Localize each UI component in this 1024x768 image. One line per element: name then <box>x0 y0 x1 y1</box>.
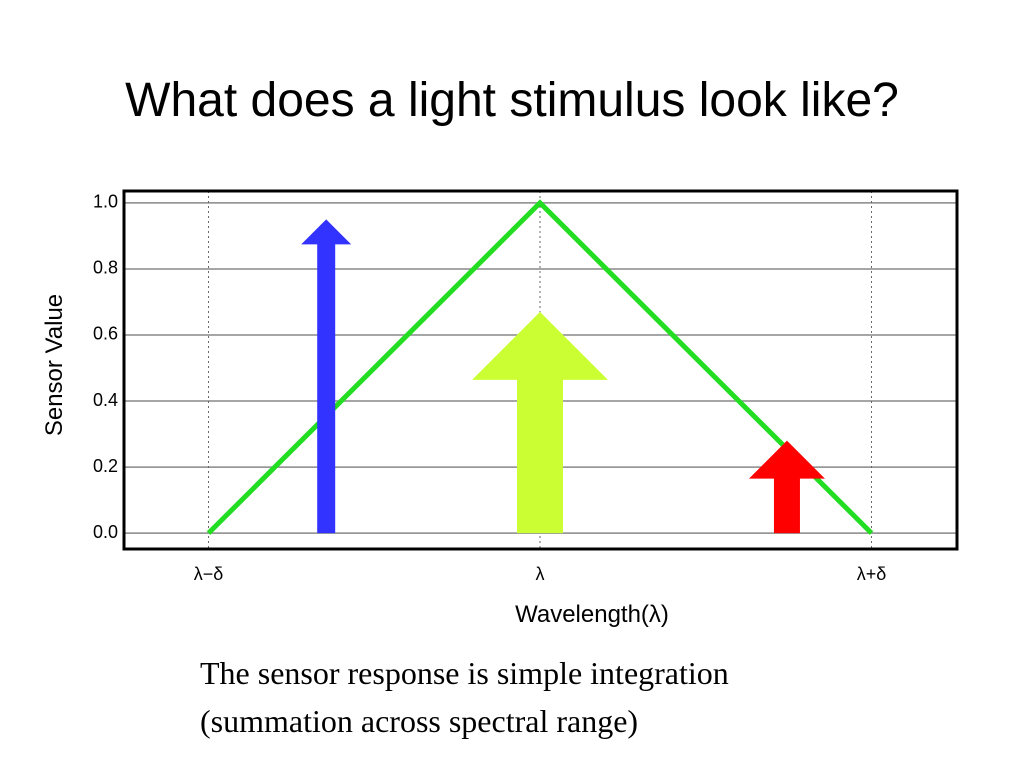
caption: (summation across spectral range) <box>200 703 638 739</box>
y-tick-label: 0.4 <box>93 390 118 410</box>
plot-frame <box>122 189 959 551</box>
stimulus-arrow <box>472 311 609 534</box>
slide-title: What does a light stimulus look like? <box>125 74 899 127</box>
stimulus-arrow <box>301 219 352 534</box>
y-tick-label: 0.6 <box>93 324 118 344</box>
y-tick-label: 0.2 <box>93 456 118 476</box>
x-tick-label: λ <box>536 564 545 584</box>
x-axis-label: Wavelength(λ) <box>515 601 669 628</box>
y-tick-label: 1.0 <box>93 192 118 212</box>
y-tick-label: 0.0 <box>93 522 118 542</box>
x-tick-label: λ+δ <box>857 564 887 584</box>
x-tick-label: λ−δ <box>194 564 224 584</box>
caption: The sensor response is simple integratio… <box>200 655 729 691</box>
y-axis-label: Sensor Value <box>41 294 68 436</box>
stimulus-arrow <box>748 440 825 534</box>
y-tick-label: 0.8 <box>93 258 118 278</box>
